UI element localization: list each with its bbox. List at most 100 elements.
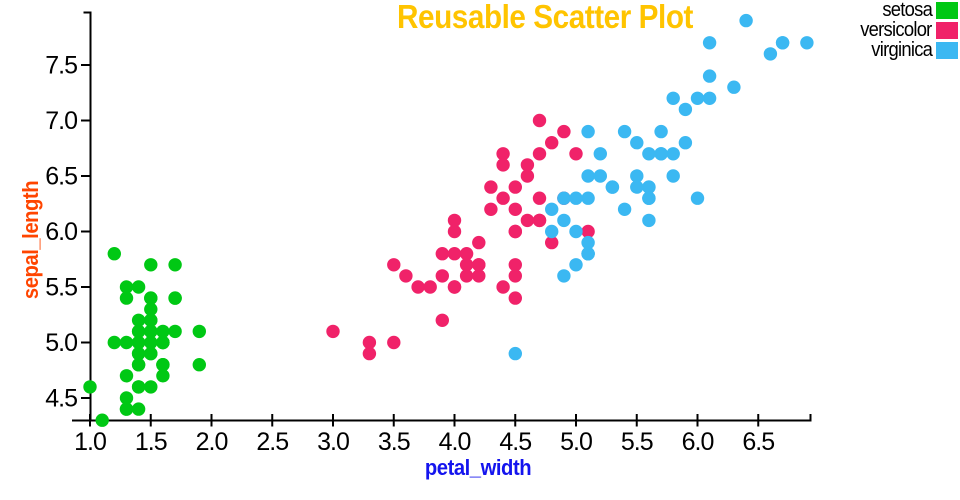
point-versicolor: [496, 147, 510, 161]
point-versicolor: [508, 180, 522, 194]
point-versicolor: [411, 280, 425, 294]
point-versicolor: [362, 346, 377, 361]
legend-item-versicolor: versicolor: [854, 19, 958, 41]
legend-label: setosa: [882, 0, 933, 21]
point-versicolor: [508, 269, 522, 283]
point-virginica: [581, 124, 595, 139]
y-tick-label: 7.0: [45, 107, 77, 135]
point-versicolor: [435, 313, 449, 327]
legend: setosa versicolor virginica: [854, 0, 958, 61]
x-tick-label: 6.0: [682, 428, 714, 456]
point-versicolor: [557, 124, 571, 139]
point-versicolor: [423, 280, 437, 294]
point-versicolor: [447, 247, 462, 261]
point-virginica: [702, 91, 717, 106]
y-tick-label: 5.0: [45, 329, 77, 357]
y-axis-line: [83, 11, 92, 421]
point-versicolor: [508, 202, 522, 216]
point-versicolor: [520, 158, 535, 172]
point-versicolor: [532, 213, 547, 228]
point-virginica: [642, 191, 656, 205]
point-virginica: [593, 147, 607, 161]
point-virginica: [702, 36, 717, 50]
point-setosa: [131, 380, 146, 394]
point-virginica: [642, 180, 656, 194]
point-virginica: [617, 202, 632, 216]
point-virginica: [763, 47, 778, 61]
point-virginica: [702, 69, 717, 83]
point-virginica: [545, 202, 559, 216]
x-tick-label: 1.0: [74, 428, 106, 456]
point-setosa: [131, 313, 146, 327]
point-virginica: [617, 124, 632, 139]
x-tick-label: 4.5: [499, 428, 531, 456]
point-versicolor: [387, 335, 401, 350]
x-tick-label: 4.0: [439, 428, 471, 456]
point-setosa: [131, 402, 146, 416]
point-setosa: [156, 358, 170, 372]
point-setosa: [168, 291, 182, 305]
point-setosa: [144, 380, 158, 394]
point-virginica: [593, 169, 607, 183]
legend-swatch-virginica: [936, 42, 958, 59]
point-versicolor: [496, 191, 510, 205]
point-versicolor: [508, 291, 522, 305]
point-setosa: [144, 346, 158, 361]
point-virginica: [545, 224, 559, 239]
point-versicolor: [472, 258, 486, 272]
legend-item-setosa: setosa: [854, 0, 958, 21]
point-virginica: [800, 36, 814, 50]
point-versicolor: [545, 235, 559, 250]
point-virginica: [569, 224, 583, 239]
point-versicolor: [520, 169, 535, 183]
point-setosa: [192, 324, 206, 339]
point-setosa: [131, 335, 146, 350]
legend-label: versicolor: [860, 19, 933, 41]
point-setosa: [144, 313, 158, 327]
point-setosa: [119, 402, 134, 416]
chart-title: Reusable Scatter Plot: [397, 0, 693, 35]
y-tick-label: 6.5: [45, 163, 77, 191]
point-virginica: [605, 180, 620, 194]
point-virginica: [581, 247, 595, 261]
point-setosa: [119, 291, 134, 305]
point-versicolor: [399, 269, 413, 283]
point-versicolor: [447, 280, 462, 294]
point-setosa: [131, 324, 146, 339]
point-setosa: [156, 324, 170, 339]
point-virginica: [508, 346, 522, 361]
point-versicolor: [532, 147, 547, 161]
point-setosa: [95, 413, 109, 427]
x-tick-label: 2.5: [256, 428, 288, 456]
point-versicolor: [435, 247, 449, 261]
y-tick-label: 7.5: [45, 52, 77, 80]
point-versicolor: [545, 136, 559, 150]
point-setosa: [168, 258, 182, 272]
x-tick-label: 5.0: [560, 428, 592, 456]
point-versicolor: [472, 269, 486, 283]
point-setosa: [131, 358, 146, 372]
point-versicolor: [569, 147, 583, 161]
point-versicolor: [362, 335, 377, 350]
point-setosa: [119, 369, 134, 383]
point-virginica: [557, 191, 571, 205]
point-virginica: [630, 180, 644, 194]
point-virginica: [727, 80, 741, 94]
x-tick-label: 2.0: [196, 428, 228, 456]
point-versicolor: [484, 202, 498, 216]
point-setosa: [192, 358, 206, 372]
point-setosa: [144, 291, 158, 305]
x-tick-label: 6.5: [742, 428, 774, 456]
point-versicolor: [435, 269, 449, 283]
point-virginica: [581, 191, 595, 205]
point-setosa: [107, 247, 122, 261]
y-tick-label: 5.5: [45, 274, 77, 302]
point-virginica: [690, 191, 705, 205]
point-virginica: [569, 191, 583, 205]
point-versicolor: [484, 180, 498, 194]
point-virginica: [666, 147, 680, 161]
point-virginica: [630, 169, 644, 183]
point-versicolor: [326, 324, 340, 339]
point-versicolor: [447, 213, 462, 228]
point-setosa: [144, 258, 158, 272]
